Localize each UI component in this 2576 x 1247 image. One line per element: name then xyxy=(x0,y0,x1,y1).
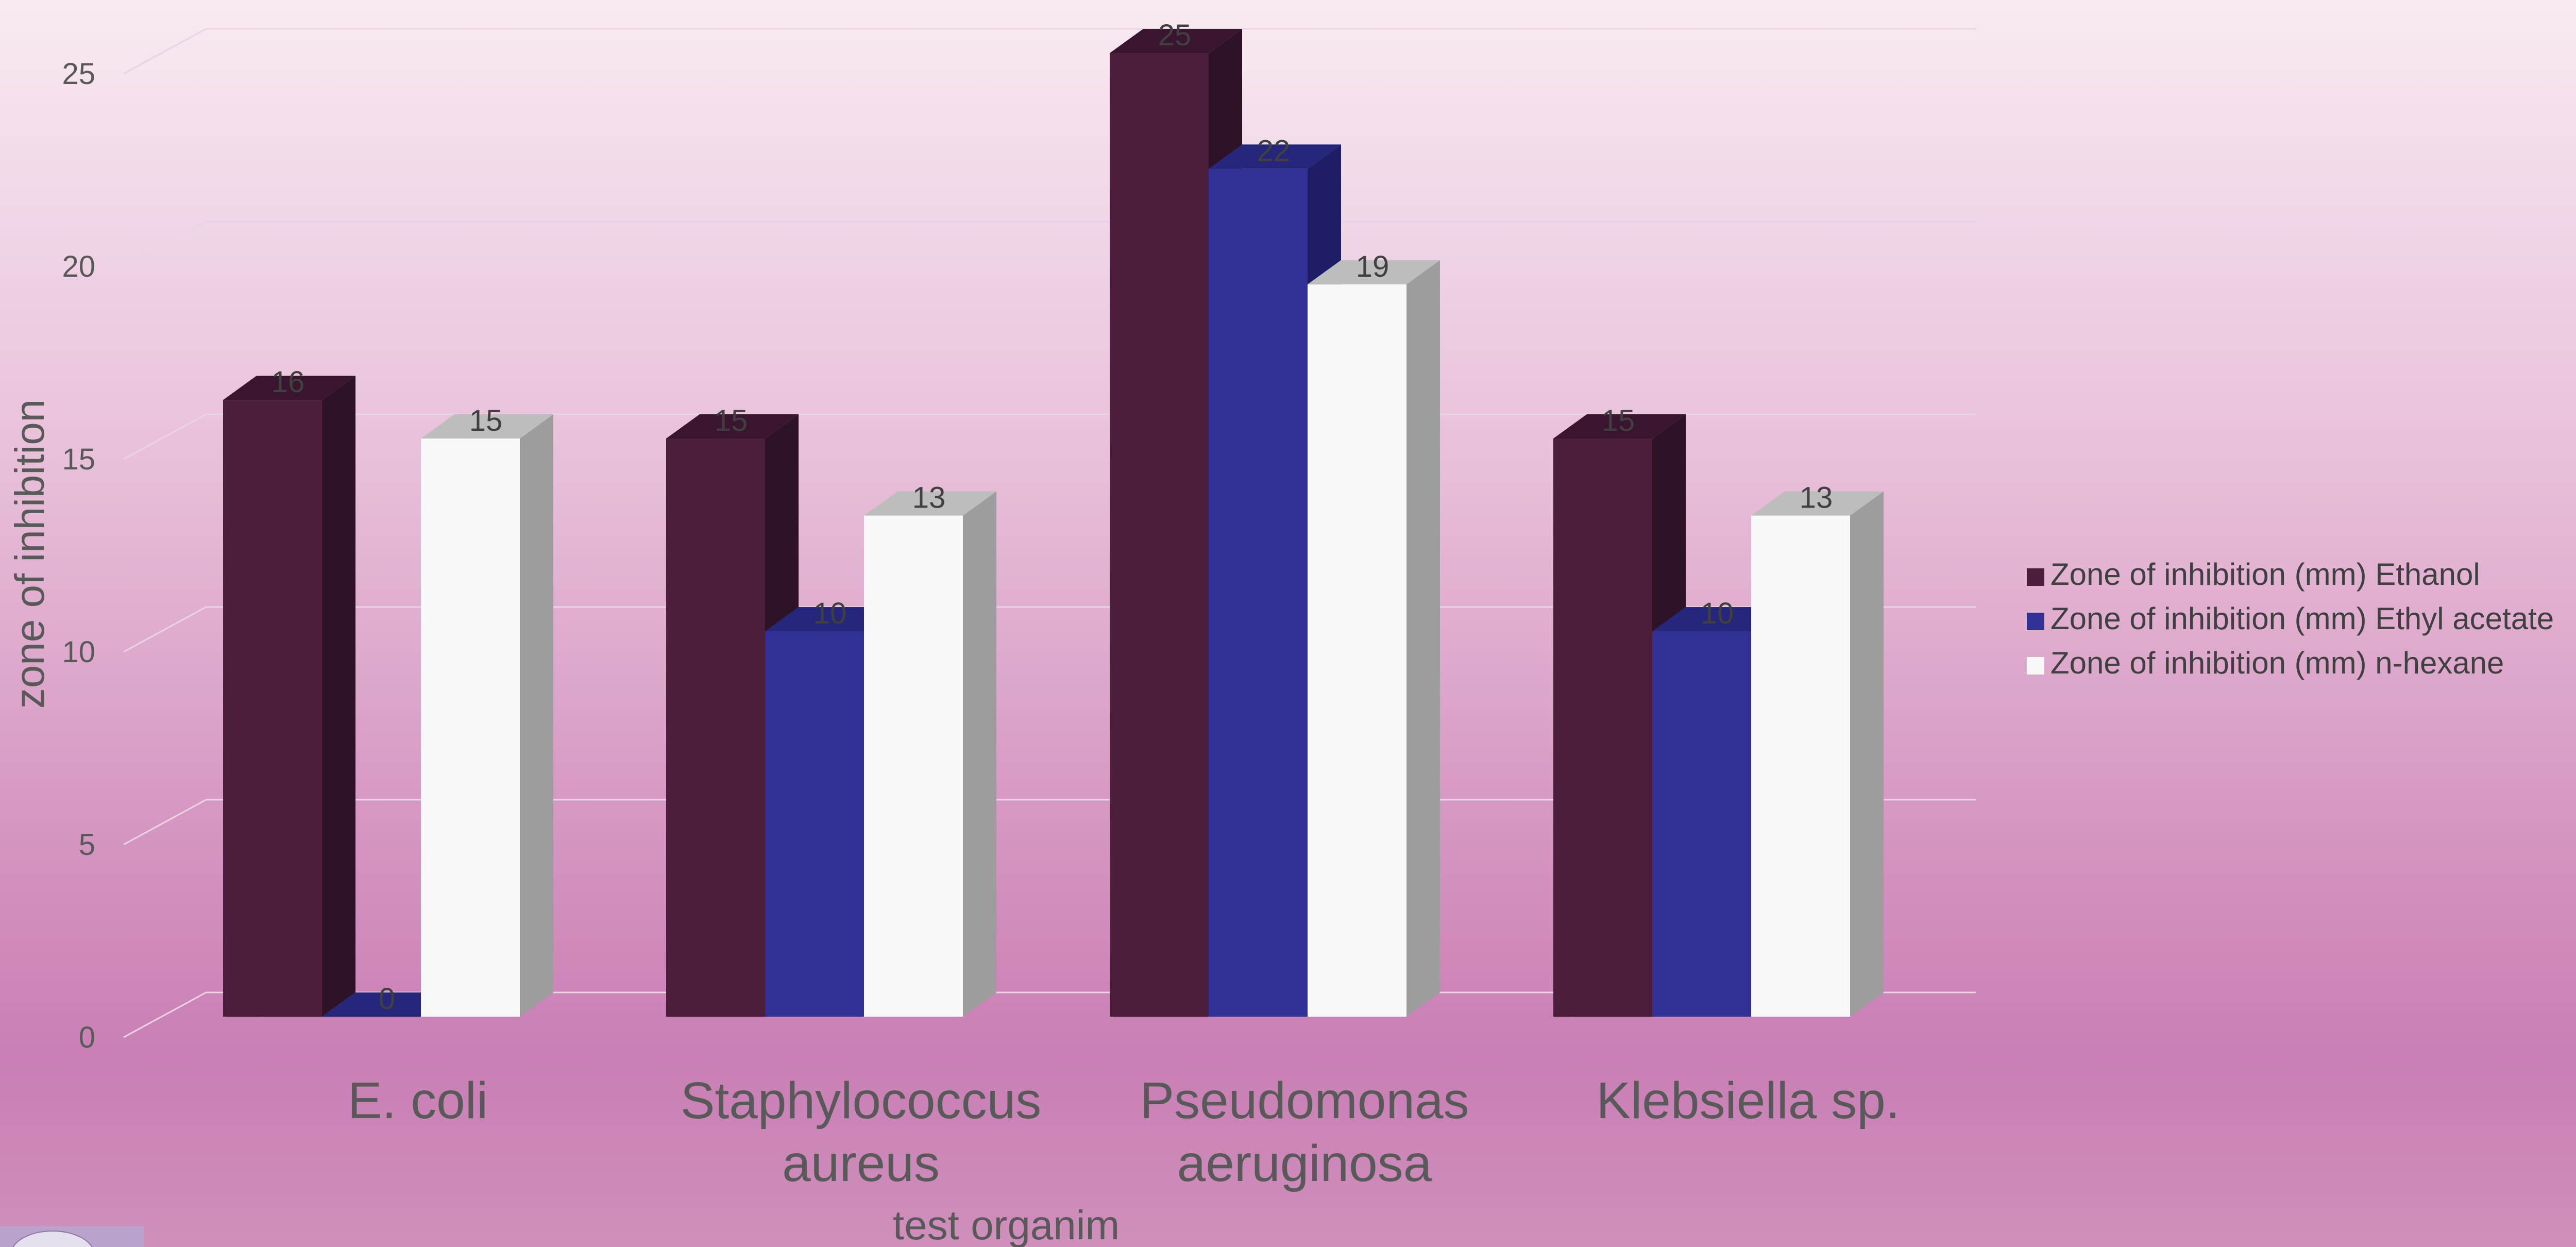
gridline-diagonal xyxy=(124,800,206,845)
bar-front xyxy=(1110,53,1209,1017)
legend-item: Zone of inhibition (mm) n-hexane xyxy=(2027,646,2504,680)
legend-swatch xyxy=(2027,568,2044,586)
data-label: 16 xyxy=(272,365,305,399)
y-tick-label: 25 xyxy=(62,57,95,91)
seal-icon xyxy=(10,1231,95,1247)
x-category-label: Pseudomonas xyxy=(1140,1072,1469,1130)
bar-front xyxy=(864,516,963,1017)
bar-front xyxy=(1553,439,1652,1017)
bar-front xyxy=(421,439,520,1017)
x-category-label: Staphylococcus xyxy=(681,1072,1041,1130)
bar-side xyxy=(1850,492,1884,1017)
bar-front xyxy=(1652,631,1751,1017)
data-label: 15 xyxy=(715,404,748,437)
bar-front xyxy=(1751,516,1850,1017)
legend-item: Zone of inhibition (mm) Ethanol xyxy=(2027,557,2480,592)
legend-label: Zone of inhibition (mm) Ethyl acetate xyxy=(2050,601,2554,636)
gridline-diagonal xyxy=(124,29,206,74)
y-tick-label: 20 xyxy=(62,250,95,283)
bar xyxy=(421,414,553,1017)
logo xyxy=(0,1226,144,1247)
bars xyxy=(223,29,1884,1017)
bar-side xyxy=(322,376,355,1017)
x-category-label: aeruginosa xyxy=(1177,1135,1432,1192)
y-tick-label: 0 xyxy=(79,1021,95,1054)
x-category-label: E. coli xyxy=(348,1072,488,1130)
legend-label: Zone of inhibition (mm) Ethanol xyxy=(2050,557,2480,592)
bar xyxy=(1308,260,1440,1017)
data-label: 19 xyxy=(1356,250,1389,283)
y-axis-title: zone of inhibition xyxy=(7,399,53,709)
data-label: 13 xyxy=(1800,481,1833,515)
data-label: 10 xyxy=(1701,597,1734,630)
gridline-diagonal xyxy=(124,992,206,1037)
data-label: 13 xyxy=(912,481,946,515)
legend-item: Zone of inhibition (mm) Ethyl acetate xyxy=(2027,601,2554,636)
bar-side xyxy=(1406,260,1440,1017)
data-label: 0 xyxy=(379,982,395,1016)
data-label: 15 xyxy=(1602,404,1635,437)
bar-front xyxy=(1308,284,1406,1017)
y-axis-ticks: 0 5 10 15 20 25 xyxy=(62,57,95,1054)
bar-front xyxy=(666,439,765,1017)
gridline-diagonal xyxy=(124,607,206,652)
bar xyxy=(1751,492,1884,1017)
legend-swatch xyxy=(2027,657,2044,675)
y-tick-label: 5 xyxy=(79,828,95,862)
data-label: 22 xyxy=(1257,134,1291,167)
data-label: 25 xyxy=(1158,19,1192,52)
gridline-diagonal xyxy=(124,414,206,459)
bar-front xyxy=(223,400,322,1017)
gridline-diagonal xyxy=(124,222,206,266)
x-category-label: aureus xyxy=(782,1135,940,1192)
y-tick-label: 10 xyxy=(62,635,95,669)
bar-front xyxy=(1209,168,1308,1017)
bar xyxy=(864,492,996,1017)
x-axis-title: test organim xyxy=(893,1202,1120,1247)
legend-label: Zone of inhibition (mm) n-hexane xyxy=(2050,646,2504,680)
bar xyxy=(223,376,355,1017)
data-label: 10 xyxy=(814,597,847,630)
bar-side xyxy=(520,414,553,1017)
bar-front xyxy=(765,631,864,1017)
data-label: 15 xyxy=(469,404,503,437)
bar-side xyxy=(963,492,996,1017)
x-category-label: Klebsiella sp. xyxy=(1596,1072,1900,1130)
legend: Zone of inhibition (mm) Ethanol Zone of i… xyxy=(2027,557,2554,680)
legend-swatch xyxy=(2027,613,2044,630)
y-tick-label: 15 xyxy=(62,443,95,476)
